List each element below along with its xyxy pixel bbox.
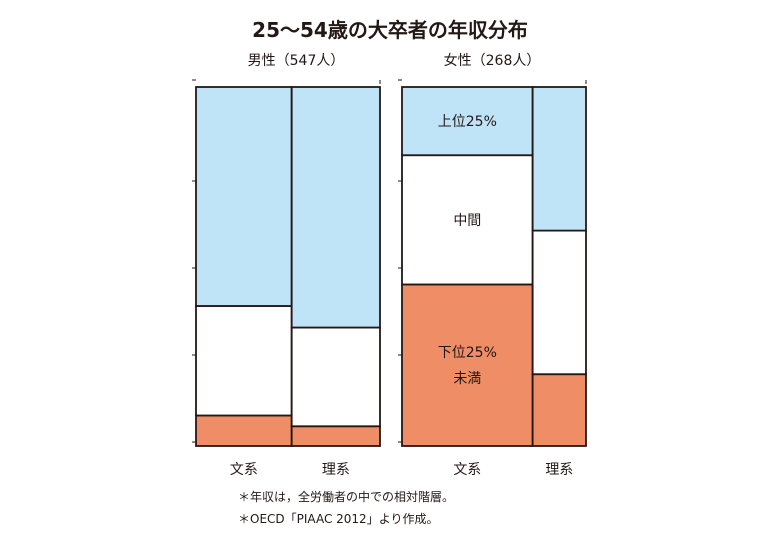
segment-label-bottom: 下位25% <box>438 345 497 361</box>
segment-label-bottom: 未満 <box>453 371 481 387</box>
category-label: 理系 <box>545 462 573 478</box>
segment-top-male-science <box>290 86 381 329</box>
panel-label-female: 女性（268人） <box>443 53 541 69</box>
segment-middle-male-science <box>290 326 381 428</box>
note-source: ＊OECD「PIAAC 2012」より作成。 <box>238 512 439 526</box>
category-label: 理系 <box>322 462 350 478</box>
segment-bottom-male-science <box>290 425 381 447</box>
segment-top-female-science <box>531 86 587 232</box>
segment-label-top: 上位25% <box>438 114 497 130</box>
segment-middle-female-science <box>531 229 587 376</box>
category-label: 文系 <box>230 462 258 478</box>
segment-top-male-humanities <box>195 86 293 307</box>
category-label: 文系 <box>453 462 481 478</box>
chart-title: 25〜54歳の大卒者の年収分布 <box>252 18 528 42</box>
segment-top-female-humanities <box>401 86 534 157</box>
note-income: ＊年収は，全労働者の中での相対階層。 <box>238 490 455 504</box>
panel-label-male: 男性（547人） <box>247 53 345 69</box>
segment-middle-male-humanities <box>195 305 293 417</box>
segment-bottom-female-humanities <box>401 283 534 447</box>
segment-bottom-female-science <box>531 373 587 447</box>
segment-label-middle: 中間 <box>453 213 481 229</box>
segment-bottom-male-humanities <box>195 414 293 447</box>
